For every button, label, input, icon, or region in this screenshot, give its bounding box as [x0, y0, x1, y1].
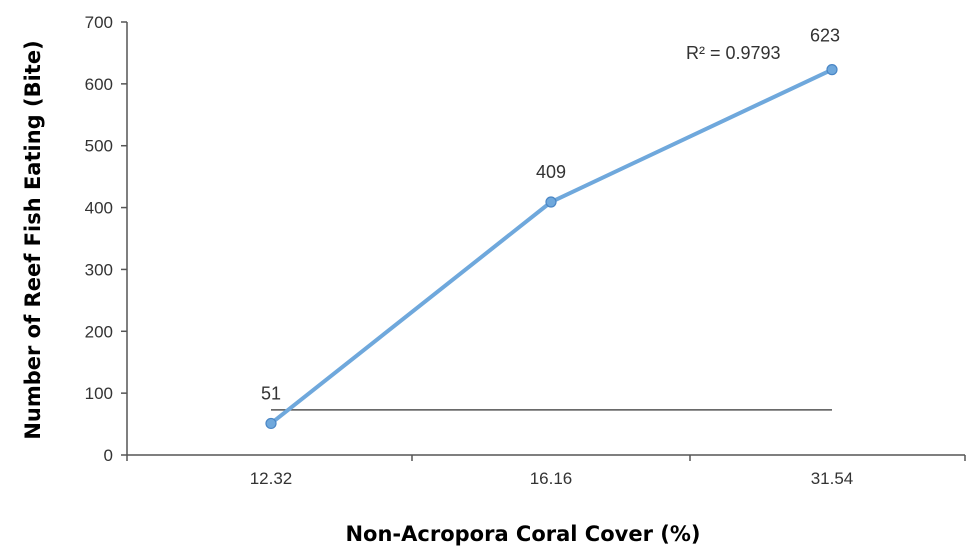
- x-tick-label: 12.32: [250, 469, 293, 488]
- y-tick-label: 300: [85, 260, 113, 279]
- y-tick-label: 500: [85, 137, 113, 156]
- data-label: 51: [261, 383, 281, 403]
- data-point: [265, 417, 277, 430]
- data-point: [545, 196, 557, 208]
- series-group: [265, 64, 838, 430]
- data-labels-group: 51 409 623: [261, 26, 840, 404]
- y-tick-label: 200: [85, 322, 113, 341]
- x-tick-label: 31.54: [811, 469, 854, 488]
- x-tick-label: 16.16: [530, 469, 573, 488]
- y-tick-label: 100: [85, 384, 113, 403]
- data-label: 409: [536, 162, 566, 182]
- x-axis-title: Non-Acropora Coral Cover (%): [345, 522, 700, 546]
- y-ticks: 0 100 200 300 400 500 600 700: [85, 13, 127, 465]
- series-line: [269, 67, 834, 426]
- data-label: 623: [810, 26, 840, 46]
- x-ticks: 12.32 16.16 31.54: [126, 455, 966, 488]
- y-axis-title: Number of Reef Fish Eating (Bite): [21, 40, 45, 439]
- y-tick-label: 600: [85, 75, 113, 94]
- y-tick-label: 700: [85, 13, 113, 32]
- axes: [126, 22, 965, 456]
- data-point: [826, 64, 838, 76]
- r-squared-annotation: R² = 0.9793: [686, 43, 781, 63]
- y-tick-label: 400: [85, 199, 113, 218]
- y-tick-label: 0: [104, 446, 113, 465]
